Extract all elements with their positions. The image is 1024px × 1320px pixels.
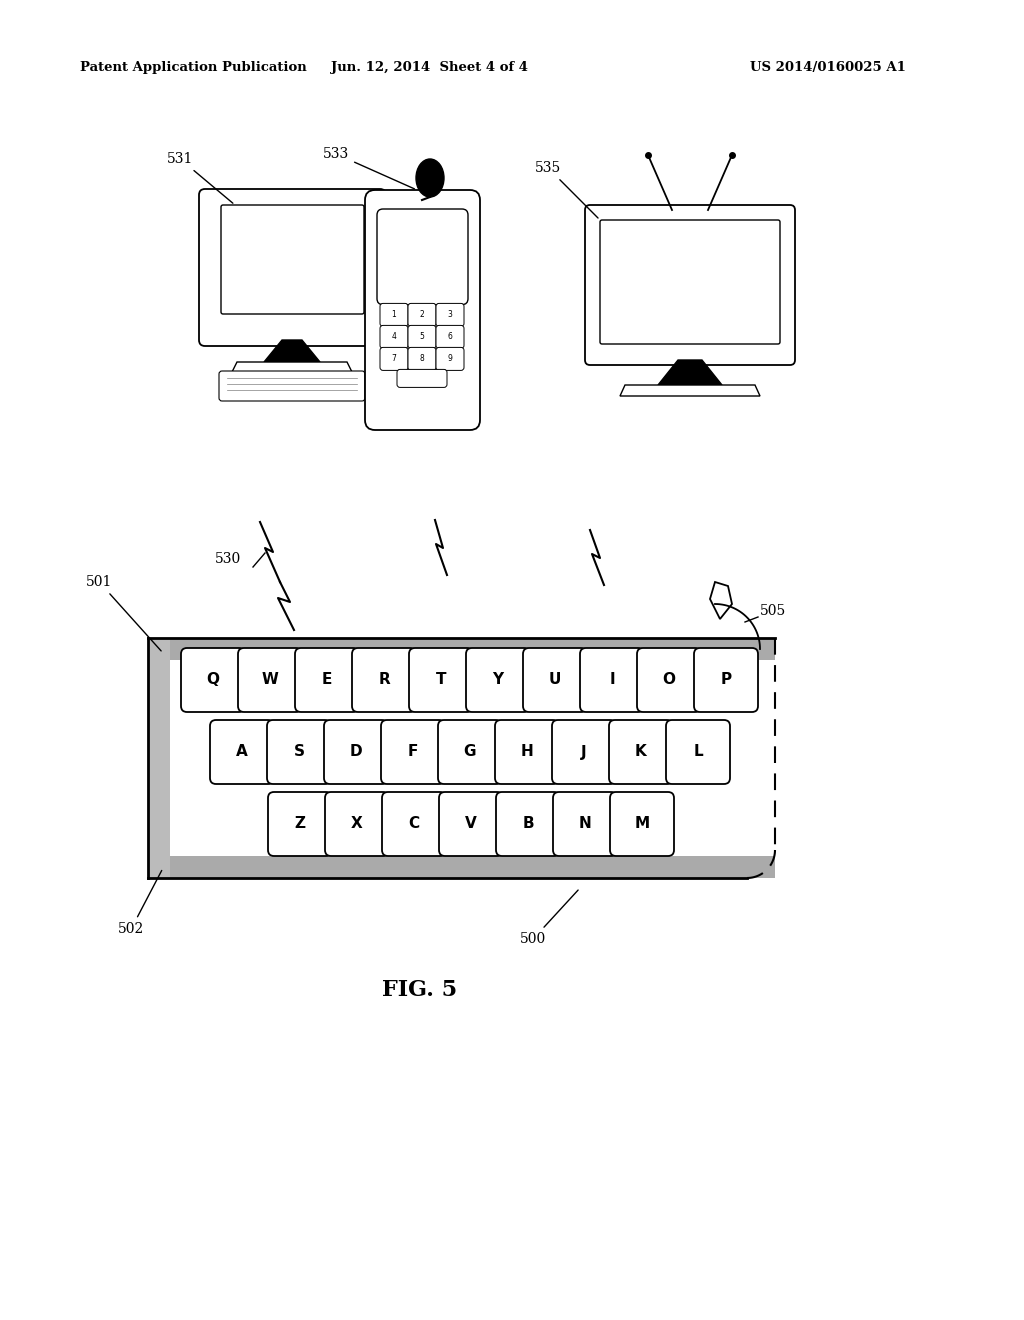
FancyBboxPatch shape (408, 304, 436, 326)
FancyBboxPatch shape (637, 648, 701, 711)
FancyBboxPatch shape (221, 205, 364, 314)
Text: US 2014/0160025 A1: US 2014/0160025 A1 (750, 62, 906, 74)
FancyBboxPatch shape (436, 347, 464, 371)
Text: 6: 6 (447, 331, 453, 341)
FancyBboxPatch shape (666, 719, 730, 784)
Text: 530: 530 (215, 552, 242, 566)
Text: R: R (378, 672, 390, 688)
Text: S: S (294, 744, 304, 759)
FancyBboxPatch shape (324, 719, 388, 784)
FancyBboxPatch shape (382, 792, 446, 855)
Text: G: G (464, 744, 476, 759)
FancyBboxPatch shape (295, 648, 359, 711)
Text: Patent Application Publication: Patent Application Publication (80, 62, 307, 74)
FancyBboxPatch shape (409, 648, 473, 711)
Text: 501: 501 (86, 576, 161, 651)
FancyBboxPatch shape (495, 719, 559, 784)
Text: D: D (349, 744, 362, 759)
FancyBboxPatch shape (580, 648, 644, 711)
Text: J: J (582, 744, 587, 759)
Text: I: I (609, 672, 614, 688)
FancyBboxPatch shape (219, 371, 365, 401)
Text: 7: 7 (391, 354, 396, 363)
FancyBboxPatch shape (268, 792, 332, 855)
Text: T: T (436, 672, 446, 688)
FancyBboxPatch shape (397, 370, 447, 387)
Text: 535: 535 (535, 161, 598, 218)
Text: P: P (721, 672, 731, 688)
FancyBboxPatch shape (365, 190, 480, 430)
FancyBboxPatch shape (199, 189, 386, 346)
FancyBboxPatch shape (210, 719, 274, 784)
FancyBboxPatch shape (436, 326, 464, 348)
Text: H: H (520, 744, 534, 759)
FancyBboxPatch shape (181, 648, 245, 711)
Polygon shape (232, 362, 352, 372)
FancyBboxPatch shape (267, 719, 331, 784)
Text: 4: 4 (391, 331, 396, 341)
Text: C: C (409, 817, 420, 832)
FancyBboxPatch shape (436, 304, 464, 326)
Text: U: U (549, 672, 561, 688)
FancyBboxPatch shape (466, 648, 530, 711)
Text: 500: 500 (520, 890, 579, 946)
Text: 505: 505 (760, 605, 786, 618)
Text: 3: 3 (447, 310, 453, 319)
Text: FIG. 5: FIG. 5 (382, 979, 458, 1001)
FancyBboxPatch shape (408, 347, 436, 371)
FancyBboxPatch shape (238, 648, 302, 711)
FancyBboxPatch shape (609, 719, 673, 784)
Text: 8: 8 (420, 354, 424, 363)
Text: F: F (408, 744, 418, 759)
FancyBboxPatch shape (352, 648, 416, 711)
Bar (148, 638, 775, 660)
FancyBboxPatch shape (600, 220, 780, 345)
Ellipse shape (416, 158, 444, 197)
Polygon shape (620, 385, 760, 396)
Polygon shape (658, 360, 722, 385)
Polygon shape (264, 341, 319, 362)
FancyBboxPatch shape (380, 304, 408, 326)
Text: 2: 2 (420, 310, 424, 319)
Text: V: V (465, 817, 477, 832)
FancyBboxPatch shape (694, 648, 758, 711)
FancyBboxPatch shape (380, 326, 408, 348)
Text: 531: 531 (167, 152, 232, 203)
Text: 9: 9 (447, 354, 453, 363)
Text: X: X (351, 817, 362, 832)
FancyBboxPatch shape (381, 719, 445, 784)
FancyBboxPatch shape (610, 792, 674, 855)
Text: O: O (663, 672, 676, 688)
Text: N: N (579, 817, 592, 832)
Text: M: M (635, 817, 649, 832)
Text: B: B (522, 817, 534, 832)
Text: 533: 533 (323, 147, 415, 189)
Bar (148, 638, 170, 878)
FancyBboxPatch shape (552, 719, 616, 784)
Text: Y: Y (493, 672, 504, 688)
Polygon shape (710, 582, 732, 619)
Text: K: K (635, 744, 647, 759)
FancyBboxPatch shape (496, 792, 560, 855)
Text: W: W (261, 672, 279, 688)
FancyBboxPatch shape (380, 347, 408, 371)
Text: Q: Q (207, 672, 219, 688)
FancyBboxPatch shape (325, 792, 389, 855)
FancyBboxPatch shape (439, 792, 503, 855)
FancyBboxPatch shape (438, 719, 502, 784)
FancyBboxPatch shape (585, 205, 795, 366)
Bar (148, 855, 775, 878)
FancyBboxPatch shape (553, 792, 617, 855)
Text: L: L (693, 744, 702, 759)
Text: 5: 5 (420, 331, 424, 341)
Text: A: A (237, 744, 248, 759)
Text: Z: Z (295, 817, 305, 832)
Text: 1: 1 (391, 310, 396, 319)
Text: E: E (322, 672, 332, 688)
FancyBboxPatch shape (408, 326, 436, 348)
FancyBboxPatch shape (523, 648, 587, 711)
Text: 502: 502 (118, 870, 162, 936)
FancyBboxPatch shape (377, 209, 468, 305)
Text: Jun. 12, 2014  Sheet 4 of 4: Jun. 12, 2014 Sheet 4 of 4 (332, 62, 528, 74)
